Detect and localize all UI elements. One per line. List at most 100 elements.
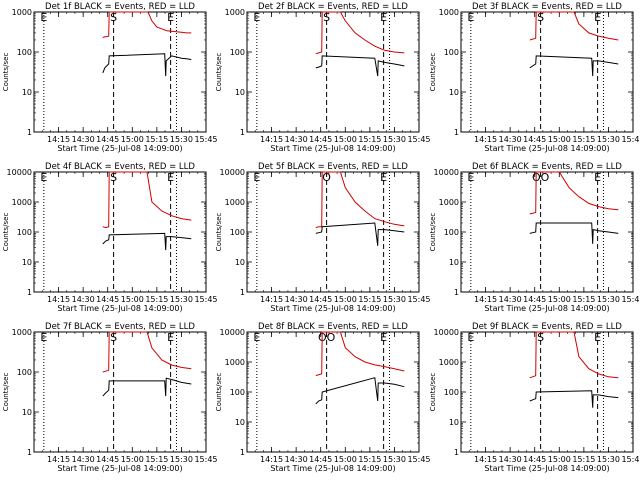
chart-panel-5: Det 5f BLACK = Events, RED = LLD 1 10 100 10… <box>215 162 431 313</box>
x-tick-label: 14:15 <box>474 295 497 304</box>
x-tick-label: 15:45 <box>407 295 430 304</box>
x-tick-label: 14:15 <box>47 135 70 144</box>
event-marker-label: E <box>594 171 601 184</box>
y-tick-label: 10000 <box>7 168 32 177</box>
y-tick-label: 1 <box>454 448 459 457</box>
y-axis-label: Counts/sec <box>2 373 10 412</box>
x-tick-label: 15:15 <box>572 455 595 464</box>
event-marker-label: S <box>110 171 117 184</box>
events-rate-line <box>102 377 192 397</box>
plot-frame <box>460 11 634 133</box>
y-tick-label: 10000 <box>220 328 245 337</box>
chart-panel-3: Det 3f BLACK = Events, RED = LLD 1 10 100 10… <box>429 2 640 153</box>
x-tick-label: 15:45 <box>621 295 640 304</box>
x-axis-label: Start Time (25-Jul-08 14:09:00) <box>484 464 609 473</box>
plot-frame <box>246 331 420 453</box>
y-tick-label: 1000 <box>12 8 32 17</box>
x-tick-label: 15:30 <box>383 295 406 304</box>
y-tick-label: 1 <box>240 128 245 137</box>
chart-panel-9: Det 9f BLACK = Events, RED = LLD 1 10 100 10… <box>429 322 640 473</box>
events-rate-line <box>102 53 192 77</box>
x-tick-label: 15:15 <box>572 295 595 304</box>
x-tick-label: 14:15 <box>474 135 497 144</box>
y-tick-label: 1 <box>240 288 245 297</box>
y-tick-label: 1000 <box>12 198 32 207</box>
y-tick-label: 10000 <box>434 168 459 177</box>
x-tick-label: 14:15 <box>260 295 283 304</box>
x-tick-label: 15:15 <box>358 295 381 304</box>
x-tick-label: 15:30 <box>383 455 406 464</box>
event-marker-label: S <box>537 331 544 344</box>
chart-title: Det 4f BLACK = Events, RED = LLD <box>45 162 195 172</box>
x-axis-label: Start Time (25-Jul-08 14:09:00) <box>484 304 609 313</box>
event-marker-label: E <box>380 331 387 344</box>
events-rate-line <box>529 222 619 244</box>
event-marker-label: E <box>594 11 601 24</box>
y-tick-label: 100 <box>444 228 459 237</box>
event-marker-label: E <box>40 11 47 24</box>
event-marker-label: E <box>167 331 174 344</box>
y-tick-label: 10 <box>235 418 245 427</box>
x-tick-label: 14:45 <box>96 135 119 144</box>
event-marker-label: E <box>467 11 474 24</box>
y-tick-label: 10 <box>449 258 459 267</box>
y-tick-label: 100 <box>17 228 32 237</box>
x-tick-label: 14:45 <box>523 455 546 464</box>
x-tick-label: 14:30 <box>285 295 308 304</box>
chart-title: Det 8f BLACK = Events, RED = LLD <box>258 322 408 332</box>
event-marker-label: S <box>110 11 117 24</box>
y-tick-label: 1000 <box>225 8 245 17</box>
x-tick-label: 14:45 <box>309 295 332 304</box>
chart-title: Det 2f BLACK = Events, RED = LLD <box>258 2 408 12</box>
lld-rate-line <box>315 11 405 55</box>
y-axis-label: Counts/sec <box>215 213 223 252</box>
chart-title: Det 3f BLACK = Events, RED = LLD <box>472 2 622 12</box>
event-marker-label: OO <box>318 331 336 344</box>
chart-panel-2: Det 2f BLACK = Events, RED = LLD 1 10 100 10… <box>215 2 431 153</box>
y-axis-label: Counts/sec <box>215 373 223 412</box>
chart-title: Det 1f BLACK = Events, RED = LLD <box>45 2 195 12</box>
x-tick-label: 15:00 <box>548 455 571 464</box>
x-axis-label: Start Time (25-Jul-08 14:09:00) <box>57 464 182 473</box>
y-tick-label: 1 <box>27 288 32 297</box>
lld-rate-line <box>102 171 192 229</box>
x-axis-label: Start Time (25-Jul-08 14:09:00) <box>270 304 395 313</box>
x-tick-label: 14:45 <box>309 455 332 464</box>
y-tick-label: 1000 <box>12 328 32 337</box>
x-tick-label: 14:15 <box>47 455 70 464</box>
x-tick-label: 14:45 <box>309 135 332 144</box>
x-tick-label: 15:30 <box>597 295 620 304</box>
event-marker-label: E <box>380 11 387 24</box>
y-tick-label: 1 <box>27 448 32 457</box>
x-tick-label: 15:45 <box>194 455 217 464</box>
event-marker-label: E <box>594 331 601 344</box>
y-tick-label: 1000 <box>439 358 459 367</box>
y-tick-label: 100 <box>230 228 245 237</box>
y-tick-label: 100 <box>444 388 459 397</box>
y-tick-label: 10 <box>22 258 32 267</box>
x-tick-label: 14:30 <box>72 295 95 304</box>
events-rate-line <box>315 377 405 405</box>
y-axis-label: Counts/sec <box>429 53 437 92</box>
y-tick-label: 1000 <box>439 198 459 207</box>
y-tick-label: 10 <box>449 418 459 427</box>
x-tick-label: 15:30 <box>170 135 193 144</box>
y-tick-label: 10 <box>449 88 459 97</box>
x-axis-label: Start Time (25-Jul-08 14:09:00) <box>270 464 395 473</box>
y-tick-label: 1000 <box>225 198 245 207</box>
plot-frame <box>33 171 207 293</box>
y-tick-label: 10 <box>235 88 245 97</box>
y-tick-label: 1 <box>454 288 459 297</box>
y-tick-label: 10 <box>22 408 32 417</box>
x-tick-label: 15:00 <box>334 295 357 304</box>
event-marker-label: E <box>40 171 47 184</box>
y-axis-label: Counts/sec <box>429 373 437 412</box>
x-tick-label: 14:30 <box>499 135 522 144</box>
lld-rate-line <box>102 331 192 373</box>
lld-rate-line <box>102 11 192 38</box>
y-tick-label: 100 <box>17 368 32 377</box>
events-rate-line <box>315 222 405 246</box>
event-marker-label: S <box>537 11 544 24</box>
x-tick-label: 15:30 <box>597 455 620 464</box>
y-tick-label: 1 <box>240 448 245 457</box>
